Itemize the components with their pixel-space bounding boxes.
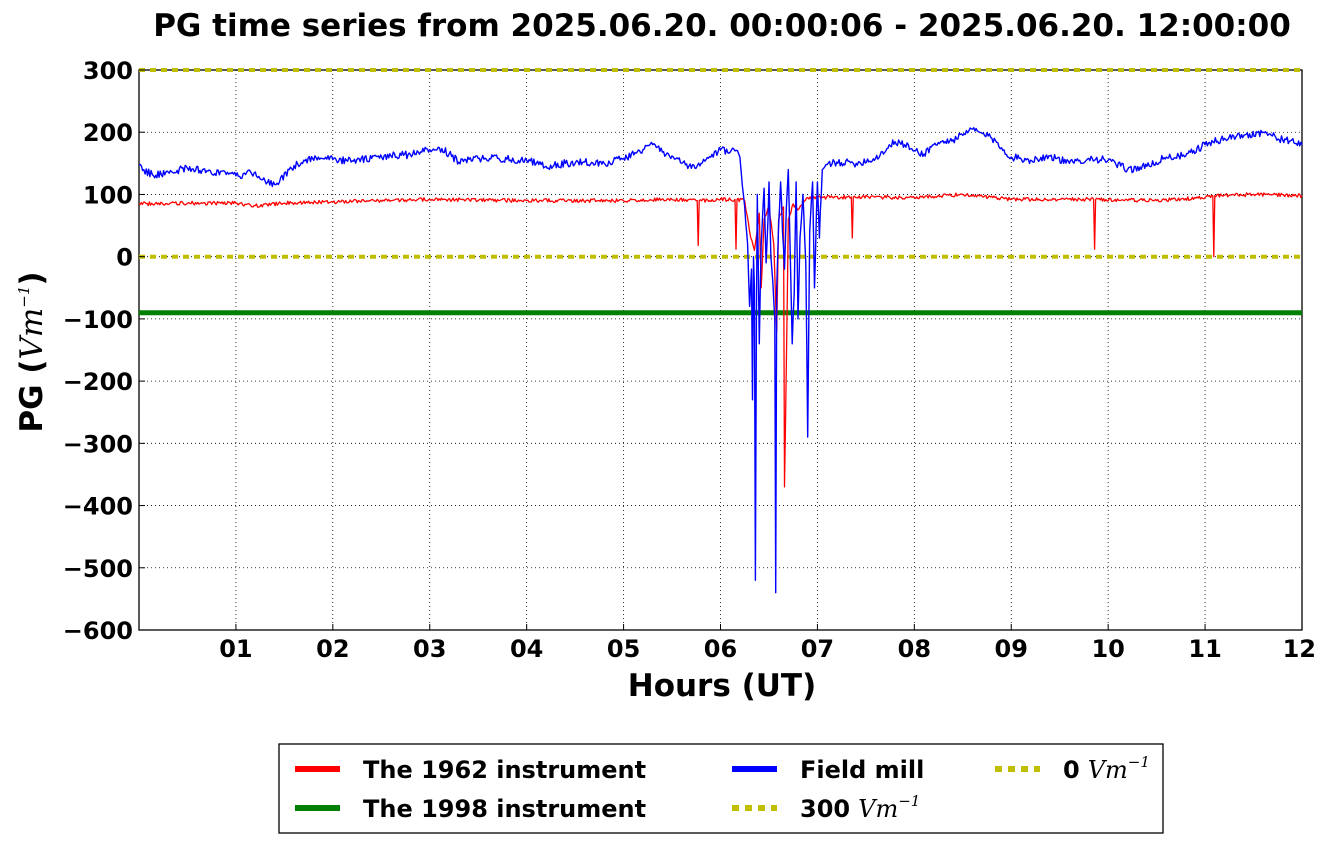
y-tick-label: −400 xyxy=(63,493,133,521)
legend-label-name: Field mill xyxy=(800,756,924,784)
grid-lines xyxy=(139,70,1302,630)
x-axis-ticks: 01 02 03 04 05 06 07 08 09 10 11 12 xyxy=(219,624,1316,663)
legend-frame xyxy=(278,743,1164,834)
legend-label-1: The 1962 instrument xyxy=(363,756,646,784)
legend-label-exponent: −1 xyxy=(898,792,920,810)
x-tick-label: 07 xyxy=(801,635,834,663)
x-tick-label: 09 xyxy=(995,635,1028,663)
legend-label-exponent: −1 xyxy=(1128,753,1150,771)
plot-area xyxy=(138,68,1303,631)
x-tick-label: 05 xyxy=(607,635,640,663)
y-tick-label: −600 xyxy=(63,617,133,645)
legend-label-name: The 1998 instrument xyxy=(363,795,646,823)
x-tick-label: 02 xyxy=(316,635,349,663)
y-tick-label: 200 xyxy=(83,119,133,147)
y-tick-label: 0 xyxy=(116,244,133,272)
x-tick-label: 11 xyxy=(1188,635,1221,663)
legend-label-name: 0 xyxy=(1063,756,1080,784)
y-axis-ticks: 300 200 100 0 −100 −200 −300 −400 −500 −600 xyxy=(63,57,145,645)
x-tick-label: 06 xyxy=(704,635,737,663)
legend-label-2: The 1998 instrument xyxy=(363,795,646,823)
y-tick-label: −100 xyxy=(63,306,133,334)
legend-label-unit: Vm xyxy=(858,795,898,823)
y-tick-label: −300 xyxy=(63,430,133,458)
series-line-1 xyxy=(138,192,1303,488)
legend-label-name: 300 xyxy=(800,795,850,823)
x-tick-label: 03 xyxy=(413,635,446,663)
legend-label-3: 300 Vm−1 xyxy=(800,792,920,823)
y-tick-label: −200 xyxy=(63,368,133,396)
x-tick-label: 10 xyxy=(1091,635,1124,663)
x-tick-label: 01 xyxy=(219,635,252,663)
x-tick-label: 04 xyxy=(510,635,543,663)
y-axis-label-prefix: PG ( xyxy=(14,359,50,432)
y-axis-label-unit: Vm xyxy=(14,308,50,360)
y-axis-label-exponent: −1 xyxy=(15,286,33,308)
legend: The 1962 instrument The 1998 instrument Fi… xyxy=(278,743,1164,834)
legend-label-unit: Vm xyxy=(1088,756,1128,784)
x-tick-label: 12 xyxy=(1283,635,1316,663)
chart-title: PG time series from 2025.06.20. 00:00:06… xyxy=(153,8,1291,44)
y-tick-label: −500 xyxy=(63,555,133,583)
y-axis-label: PG (Vm−1) xyxy=(14,271,50,432)
legend-label-4: 0 Vm−1 xyxy=(1063,753,1150,784)
legend-label-0: Field mill xyxy=(800,756,924,784)
x-tick-label: 08 xyxy=(898,635,931,663)
series-line-0 xyxy=(138,127,1303,594)
y-tick-label: 300 xyxy=(83,57,133,85)
series-layer xyxy=(138,68,1303,594)
y-axis-label-suffix: ) xyxy=(14,271,50,285)
x-axis-label: Hours (UT) xyxy=(628,668,817,704)
legend-label-name: The 1962 instrument xyxy=(363,756,646,784)
y-tick-label: 100 xyxy=(83,181,133,209)
